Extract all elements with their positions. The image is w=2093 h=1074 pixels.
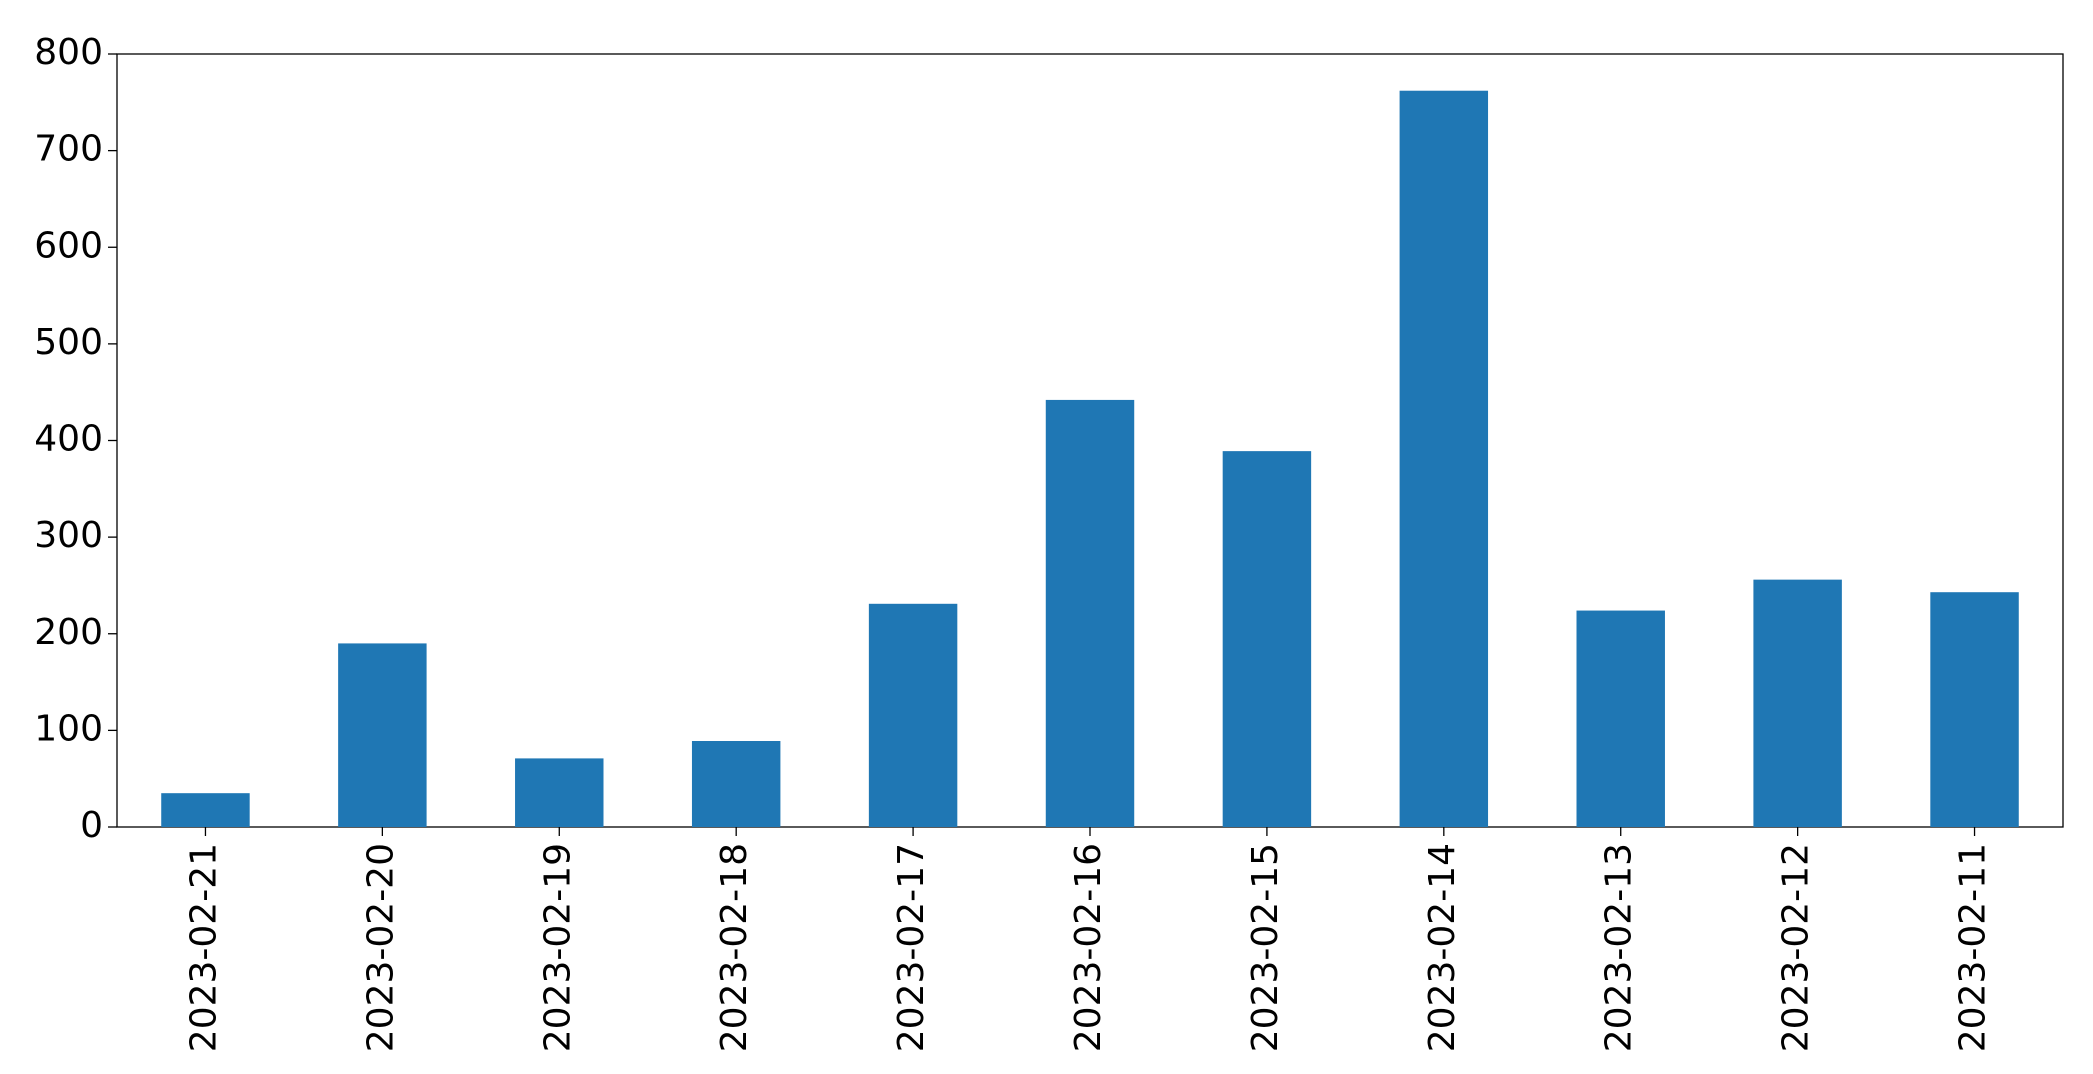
bar xyxy=(515,758,604,827)
y-tick-label: 400 xyxy=(34,419,103,460)
bar xyxy=(1930,592,2019,827)
y-tick-label: 100 xyxy=(34,708,103,749)
bar xyxy=(691,741,781,827)
y-tick-label: 800 xyxy=(34,32,103,73)
y-tick-label: 500 xyxy=(34,322,103,363)
x-tick-label: 2023-02-16 xyxy=(1068,843,1109,1052)
y-tick-label: 700 xyxy=(34,129,103,170)
bar xyxy=(1753,579,1842,827)
bar xyxy=(1576,610,1665,827)
x-tick-label: 2023-02-21 xyxy=(183,843,224,1052)
x-tick-label: 2023-02-15 xyxy=(1245,843,1286,1052)
x-tick-label: 2023-02-13 xyxy=(1599,843,1640,1052)
bar xyxy=(1399,90,1489,827)
bar xyxy=(868,603,958,827)
x-tick-label: 2023-02-11 xyxy=(1953,843,1994,1052)
x-tick-label: 2023-02-14 xyxy=(1422,843,1463,1052)
y-tick-label: 600 xyxy=(34,225,103,266)
y-tick-label: 0 xyxy=(80,805,103,846)
bar xyxy=(338,643,427,827)
y-tick-label: 300 xyxy=(34,515,103,556)
x-tick-label: 2023-02-19 xyxy=(537,843,578,1052)
x-tick-label: 2023-02-12 xyxy=(1776,843,1817,1052)
x-tick-label: 2023-02-17 xyxy=(891,843,932,1052)
bar xyxy=(1045,399,1135,827)
y-tick-label: 200 xyxy=(34,612,103,653)
x-tick-label: 2023-02-18 xyxy=(714,843,755,1052)
x-tick-label: 2023-02-20 xyxy=(360,843,401,1052)
bar xyxy=(1222,451,1312,827)
bar xyxy=(161,793,250,827)
